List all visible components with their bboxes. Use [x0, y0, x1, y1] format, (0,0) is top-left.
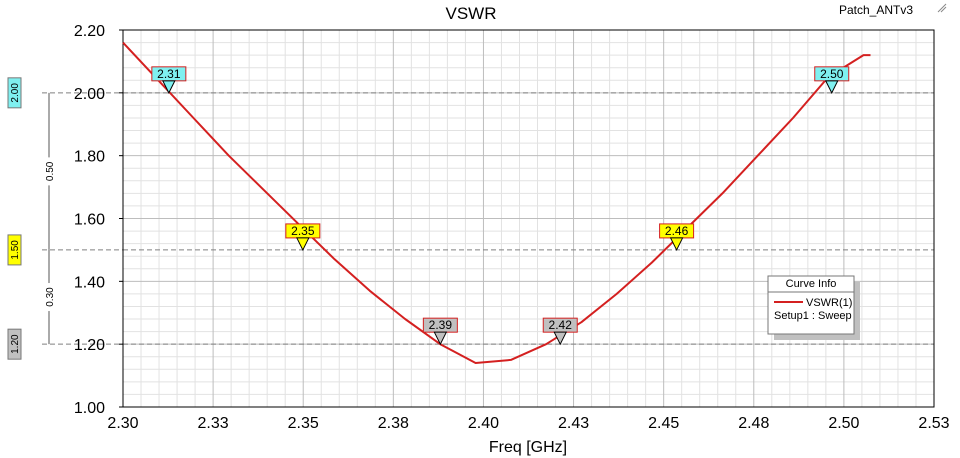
- y-tick-label: 2.20: [74, 23, 105, 40]
- marker-label: 2.42: [549, 318, 573, 332]
- marker-pointer: [669, 237, 684, 252]
- y-tick-label: 1.20: [74, 337, 105, 354]
- marker-pointer: [824, 80, 839, 94]
- marker-label: 2.35: [291, 224, 315, 238]
- reference-lines: 2.00 1.50 1.20: [7, 77, 934, 360]
- marker-label: 2.46: [665, 224, 689, 238]
- marker[interactable]: 2.50: [814, 66, 850, 94]
- reference-badge: [7, 328, 22, 360]
- band-gap-label-bg: [43, 283, 55, 312]
- legend-subentry: Setup1 : Sweep: [774, 310, 852, 322]
- y-tick-label: 1.00: [74, 400, 105, 417]
- project-name: Patch_ANTv3: [839, 3, 913, 17]
- x-tick-label: 2.33: [198, 415, 229, 432]
- band-gap-label: 0.50: [45, 161, 56, 181]
- x-tick-label: 2.43: [558, 415, 589, 432]
- x-axis-label: Freq [GHz]: [489, 439, 567, 456]
- legend-entry: VSWR(1): [806, 297, 852, 309]
- reference-badge-label: 1.50: [10, 240, 21, 260]
- x-tick-label: 2.53: [918, 415, 949, 432]
- curve-info-legend[interactable]: Curve Info VSWR(1) Setup1 : Sweep: [767, 275, 860, 340]
- y-axis-ticks: 1.00 1.20 1.40 1.60 1.80 2.00 2.20: [74, 23, 123, 417]
- marker-label: 2.50: [820, 67, 844, 81]
- reference-badge: [7, 77, 22, 109]
- legend-box: [767, 275, 855, 335]
- marker-pointer: [162, 80, 176, 94]
- series-group: [122, 41, 871, 364]
- marker[interactable]: 2.31: [151, 66, 187, 94]
- marker-label: 2.39: [429, 318, 453, 332]
- x-tick-label: 2.50: [828, 415, 859, 432]
- x-tick-label: 2.35: [288, 415, 319, 432]
- plot-grid: [123, 30, 934, 407]
- chart-title: VSWR: [446, 4, 497, 23]
- resize-handle-icon[interactable]: [937, 3, 947, 13]
- reference-badge-label: 2.00: [10, 83, 21, 103]
- marker-group: 2.31 2.35 2.39 2.42 2.46 2.50: [151, 66, 850, 346]
- band-annotations: 0.50 0.30: [43, 92, 56, 345]
- reference-badge: [7, 234, 22, 266]
- x-axis-ticks: 2.30 2.33 2.35 2.38 2.40 2.43 2.45 2.48 2.50 2.53: [107, 415, 949, 432]
- y-tick-label: 1.40: [74, 274, 105, 291]
- band-gap-label-bg: [43, 157, 55, 186]
- y-tick-label: 2.00: [74, 86, 105, 103]
- marker[interactable]: 2.39: [422, 317, 458, 346]
- marker-pointer: [296, 237, 310, 252]
- legend-title: Curve Info: [786, 278, 837, 290]
- x-tick-label: 2.45: [648, 415, 679, 432]
- x-tick-label: 2.38: [378, 415, 409, 432]
- marker-pointer: [433, 331, 448, 346]
- marker-pointer: [553, 331, 568, 346]
- x-tick-label: 2.30: [107, 415, 138, 432]
- y-tick-label: 1.60: [74, 212, 105, 229]
- band-gap-label: 0.30: [45, 287, 56, 307]
- marker[interactable]: 2.46: [659, 223, 695, 252]
- reference-badge-label: 1.20: [10, 334, 21, 354]
- x-tick-label: 2.48: [738, 415, 769, 432]
- marker[interactable]: 2.35: [285, 223, 321, 252]
- vswr-series-line: [122, 41, 871, 364]
- marker-label: 2.31: [157, 67, 181, 81]
- x-tick-label: 2.40: [468, 415, 499, 432]
- marker[interactable]: 2.42: [542, 317, 578, 346]
- y-tick-label: 1.80: [74, 149, 105, 166]
